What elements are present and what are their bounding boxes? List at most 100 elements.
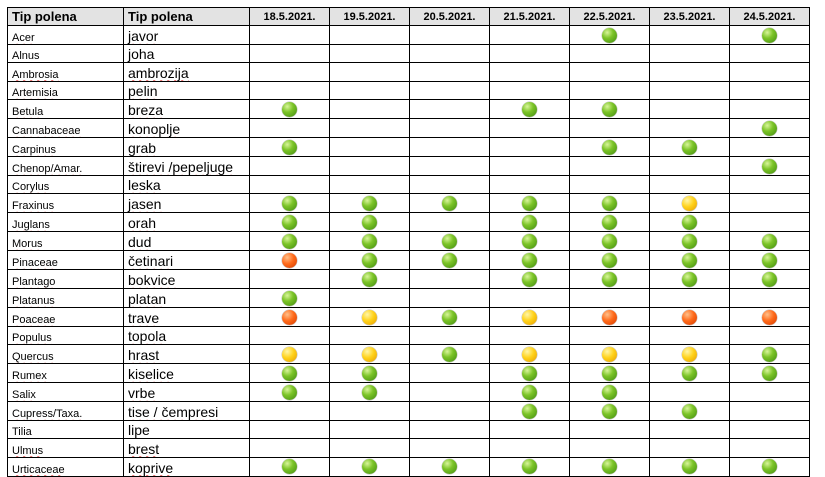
table-row: Morus dud	[7, 230, 810, 251]
date-cell	[729, 456, 810, 477]
latin-name: Fraxinus	[12, 199, 55, 212]
date-cell	[329, 438, 410, 458]
date-cell	[489, 420, 570, 440]
date-cell	[329, 456, 410, 477]
latin-name: Platanus	[12, 294, 55, 307]
date-cell	[649, 268, 730, 289]
latin-name: Alnus	[12, 50, 40, 63]
date-cell	[409, 268, 490, 289]
table-row: Plantago bokvice	[7, 268, 810, 289]
level-dot-green-icon	[522, 214, 537, 230]
level-dot-green-icon	[602, 459, 617, 475]
local-name-cell: štirevi /pepeljuge	[123, 155, 250, 176]
date-cell	[249, 98, 330, 119]
level-dot-green-icon	[602, 365, 617, 381]
level-dot-orange-icon	[602, 309, 617, 325]
latin-name-cell: Populus	[7, 325, 124, 346]
local-name-cell: grab	[123, 136, 250, 157]
latin-name: Chenop/Amar.	[12, 162, 83, 175]
local-name: četinari	[128, 252, 174, 269]
latin-name: Quercus	[12, 351, 54, 364]
latin-name-cell: Urticaceae	[7, 456, 124, 477]
date-cell	[649, 287, 730, 308]
date-cell	[729, 136, 810, 157]
date-cell	[649, 456, 730, 477]
latin-name-cell: Betula	[7, 98, 124, 119]
table-row: Quercus hrast	[7, 344, 810, 365]
local-name: javor	[128, 28, 159, 45]
date-cell	[649, 192, 730, 213]
latin-name: Cupress/Taxa.	[12, 408, 83, 421]
date-cell	[249, 117, 330, 138]
date-cell	[489, 192, 570, 213]
level-dot-green-icon	[602, 139, 617, 155]
date-cell	[489, 136, 570, 157]
level-dot-orange-icon	[282, 252, 297, 268]
level-dot-green-icon	[682, 214, 697, 230]
date-cell	[649, 420, 730, 440]
local-name-cell: leska	[123, 174, 250, 194]
date-cell	[649, 25, 730, 46]
date-cell	[409, 287, 490, 308]
date-cell	[329, 344, 410, 365]
latin-name-cell: Morus	[7, 230, 124, 251]
level-dot-green-icon	[762, 120, 777, 136]
latin-name: Poaceae	[12, 313, 56, 326]
header-date: 23.5.2021.	[649, 6, 730, 27]
date-cell	[329, 268, 410, 289]
date-cell	[729, 268, 810, 289]
level-dot-green-icon	[602, 384, 617, 400]
latin-name: Carpinus	[12, 143, 57, 156]
level-dot-green-icon	[682, 139, 697, 155]
date-cell	[729, 155, 810, 176]
header-row: Tip polena Tip polena 18.5.2021. 19.5.202…	[7, 6, 810, 27]
date-cell	[329, 62, 410, 82]
date-cell	[569, 456, 650, 477]
date-cell	[729, 98, 810, 119]
level-dot-green-icon	[522, 233, 537, 249]
date-cell	[569, 306, 650, 327]
date-cell	[729, 363, 810, 384]
date-cell	[649, 44, 730, 64]
date-cell	[329, 325, 410, 346]
local-name: breza	[128, 101, 164, 118]
date-cell	[649, 325, 730, 346]
latin-name: Morus	[12, 237, 43, 250]
date-cell	[569, 211, 650, 232]
table-row: Artemisia pelin	[7, 80, 810, 100]
date-cell	[729, 287, 810, 308]
date-cell	[569, 62, 650, 82]
local-name: brest	[128, 440, 160, 457]
date-cell	[489, 268, 570, 289]
level-dot-green-icon	[762, 28, 777, 44]
date-cell	[409, 155, 490, 176]
date-cell	[409, 306, 490, 327]
local-name: hrast	[128, 347, 160, 364]
table-row: Cupress/Taxa. tise / čempresi	[7, 401, 810, 422]
table-row: Ambrosia ambrozija	[7, 62, 810, 82]
local-name-cell: dud	[123, 230, 250, 251]
level-dot-green-icon	[362, 214, 377, 230]
date-cell	[729, 249, 810, 270]
local-name-cell: konoplje	[123, 117, 250, 138]
date-cell	[329, 80, 410, 100]
table-row: Rumex kiselice	[7, 363, 810, 384]
date-cell	[409, 192, 490, 213]
date-cell	[249, 363, 330, 384]
date-cell	[249, 438, 330, 458]
header-date: 18.5.2021.	[249, 6, 330, 27]
level-dot-yellow-icon	[522, 346, 537, 362]
level-dot-yellow-icon	[682, 346, 697, 362]
date-cell	[249, 80, 330, 100]
latin-name: Populus	[12, 332, 52, 345]
level-dot-green-icon	[602, 214, 617, 230]
date-cell	[729, 438, 810, 458]
latin-name: Ulmus	[12, 444, 44, 457]
level-dot-green-icon	[282, 384, 297, 400]
date-cell	[569, 249, 650, 270]
local-name-cell: vrbe	[123, 382, 250, 403]
local-name: grab	[128, 139, 157, 156]
level-dot-green-icon	[762, 346, 777, 362]
date-cell	[489, 363, 570, 384]
date-cell	[249, 306, 330, 327]
